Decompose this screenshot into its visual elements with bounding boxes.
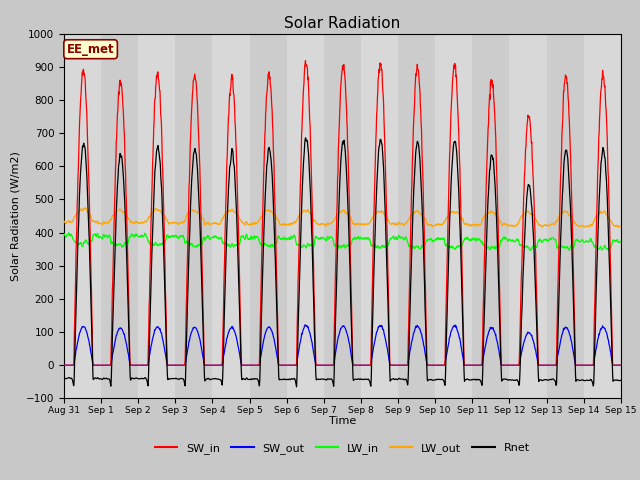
Bar bbox=[324, 34, 361, 398]
Bar bbox=[212, 34, 250, 398]
Bar bbox=[250, 34, 287, 398]
LW_in bbox=[65, 230, 73, 236]
LW_out bbox=[246, 222, 254, 228]
Bar bbox=[64, 34, 101, 398]
Legend: SW_in, SW_out, LW_in, LW_out, Rnet: SW_in, SW_out, LW_in, LW_out, Rnet bbox=[151, 439, 534, 458]
Rnet bbox=[170, 376, 178, 382]
Bar bbox=[398, 34, 435, 398]
LW_in bbox=[60, 231, 68, 237]
SW_in bbox=[502, 362, 509, 368]
LW_out bbox=[60, 218, 68, 224]
Bar bbox=[472, 34, 509, 398]
Rnet bbox=[246, 377, 254, 383]
Bar bbox=[361, 34, 398, 398]
Rnet bbox=[184, 289, 191, 295]
Rnet bbox=[60, 375, 68, 381]
Rnet bbox=[552, 379, 559, 384]
Bar bbox=[509, 34, 547, 398]
SW_in bbox=[170, 362, 178, 368]
LW_in bbox=[171, 233, 179, 239]
Line: Rnet: Rnet bbox=[64, 138, 621, 387]
SW_out bbox=[184, 346, 191, 352]
LW_in bbox=[617, 238, 625, 244]
LW_in bbox=[502, 236, 509, 241]
SW_out bbox=[502, 362, 509, 368]
Rnet bbox=[617, 377, 625, 383]
SW_out bbox=[60, 362, 68, 368]
Bar bbox=[584, 34, 621, 398]
Bar bbox=[435, 34, 472, 398]
LW_in bbox=[566, 247, 573, 253]
LW_out bbox=[617, 223, 625, 229]
LW_out bbox=[429, 223, 437, 229]
Y-axis label: Solar Radiation (W/m2): Solar Radiation (W/m2) bbox=[10, 151, 20, 281]
Rnet bbox=[502, 376, 510, 382]
X-axis label: Time: Time bbox=[329, 417, 356, 426]
SW_in bbox=[246, 362, 254, 368]
Bar bbox=[287, 34, 324, 398]
SW_out bbox=[551, 362, 559, 368]
LW_out bbox=[502, 221, 509, 227]
SW_in bbox=[60, 362, 68, 368]
LW_out bbox=[171, 220, 179, 226]
SW_in bbox=[184, 237, 191, 243]
Rnet bbox=[301, 135, 309, 141]
SW_in bbox=[429, 362, 437, 368]
Line: LW_in: LW_in bbox=[64, 233, 621, 250]
SW_out bbox=[246, 362, 254, 368]
SW_out bbox=[170, 362, 178, 368]
Bar bbox=[138, 34, 175, 398]
Bar bbox=[175, 34, 212, 398]
LW_out bbox=[615, 224, 623, 230]
SW_out bbox=[301, 322, 309, 328]
Line: SW_out: SW_out bbox=[64, 325, 621, 365]
SW_in bbox=[617, 362, 625, 368]
Rnet bbox=[292, 384, 300, 390]
LW_in bbox=[551, 237, 559, 243]
Rnet bbox=[429, 377, 437, 383]
LW_out bbox=[82, 205, 90, 211]
SW_out bbox=[429, 362, 437, 368]
LW_in bbox=[429, 238, 437, 244]
SW_out bbox=[617, 362, 625, 368]
Bar bbox=[547, 34, 584, 398]
Text: EE_met: EE_met bbox=[67, 43, 115, 56]
LW_in bbox=[246, 236, 254, 241]
SW_in bbox=[551, 362, 559, 368]
SW_in bbox=[301, 58, 309, 63]
Line: LW_out: LW_out bbox=[64, 208, 621, 227]
Bar bbox=[101, 34, 138, 398]
Line: SW_in: SW_in bbox=[64, 60, 621, 365]
Title: Solar Radiation: Solar Radiation bbox=[284, 16, 401, 31]
LW_out bbox=[184, 210, 192, 216]
LW_out bbox=[551, 221, 559, 227]
LW_in bbox=[184, 239, 192, 245]
